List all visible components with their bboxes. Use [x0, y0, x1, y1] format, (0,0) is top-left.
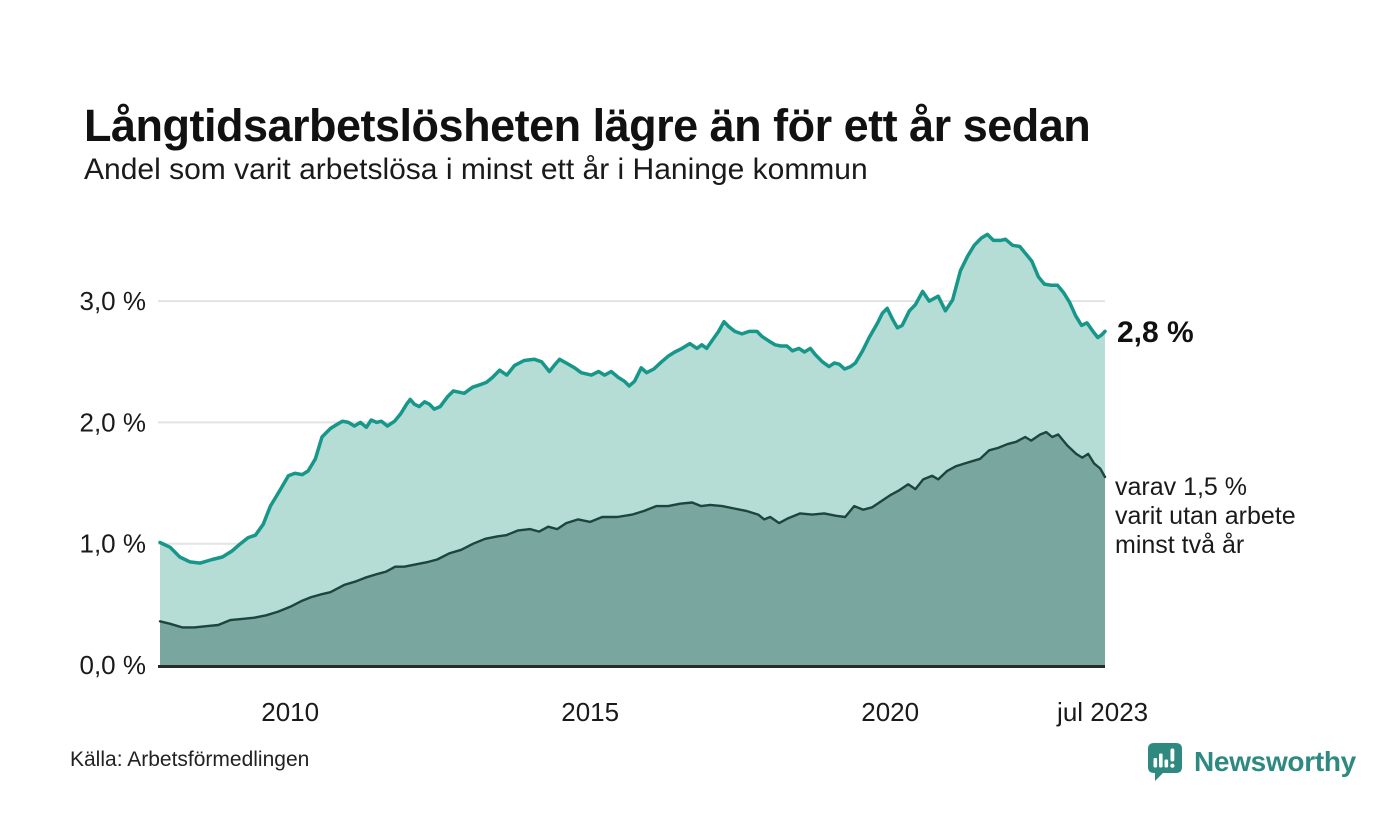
page-title: Långtidsarbetslösheten lägre än för ett …: [84, 100, 1091, 152]
series-area-at-least-two-years: [160, 432, 1105, 665]
x-tick-label: 2015: [561, 697, 619, 727]
end-note-line-1: varav 1,5 %: [1115, 473, 1248, 501]
series-line-at-least-two-years: [158, 430, 1107, 629]
x-tick-label: 2010: [261, 697, 319, 727]
y-tick-label: 3,0 %: [80, 286, 147, 316]
brand-logo: Newsworthy: [1146, 741, 1356, 782]
end-value-label: 2,8 %: [1117, 316, 1194, 349]
end-note-label: varav 1,5 % varit utan arbete minst två …: [1115, 473, 1296, 560]
x-tick-label: jul 2023: [1056, 697, 1148, 727]
source-label: Källa: Arbetsförmedlingen: [70, 748, 310, 771]
page-subtitle: Andel som varit arbetslösa i minst ett å…: [84, 153, 868, 186]
series-line-at-least-one-year: [158, 232, 1107, 565]
end-note-line-3: minst två år: [1115, 531, 1245, 559]
x-tick-label: 2020: [861, 697, 919, 727]
brand-name: Newsworthy: [1194, 745, 1356, 777]
newsworthy-logo-icon: [1148, 743, 1182, 781]
y-tick-label: 1,0 %: [80, 529, 147, 559]
end-note-line-2: varit utan arbete: [1115, 502, 1296, 530]
y-tick-label: 2,0 %: [80, 407, 147, 437]
y-tick-label: 0,0 %: [80, 650, 147, 680]
